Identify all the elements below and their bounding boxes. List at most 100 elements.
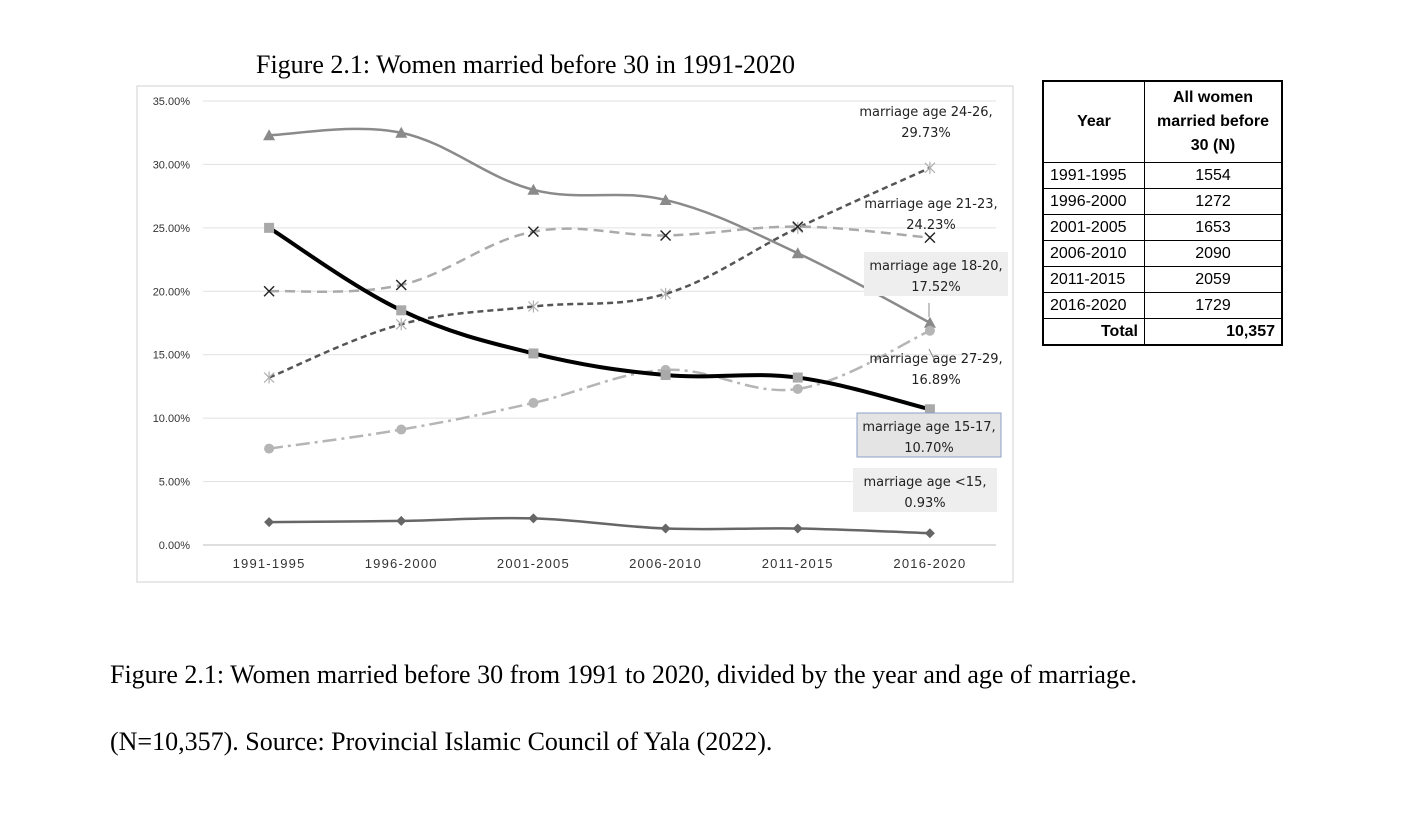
x-tick-label: 2001-2005 [497, 556, 570, 571]
data-point [527, 183, 540, 195]
data-point [263, 129, 276, 141]
table-header-row: Year All women married before 30 (N) [1042, 80, 1283, 163]
series-line [269, 516, 930, 535]
data-point [263, 371, 275, 384]
data-point [395, 126, 408, 138]
annotation-text: 16.89% [911, 373, 961, 388]
data-point [924, 404, 935, 415]
table-header-count: All women married before 30 (N) [1144, 80, 1283, 163]
data-point [924, 528, 935, 539]
table-body: 1991-1995 1554 1996-2000 1272 2001-2005 1653 2… [1042, 162, 1283, 319]
series-2 [263, 126, 936, 328]
series-4 [264, 222, 935, 415]
table-total-value: 10,357 [1144, 318, 1283, 346]
table-cell-count: 2090 [1144, 240, 1283, 267]
data-point [396, 515, 407, 526]
annotation-text: marriage age 21-23, [864, 197, 997, 212]
table-cell-year: 1991-1995 [1042, 162, 1145, 189]
series-line [269, 225, 931, 293]
x-tick-label: 2016-2020 [893, 556, 966, 571]
chart-frame [136, 85, 1014, 583]
table-header-year: Year [1042, 80, 1145, 163]
y-tick-label: 15.00% [153, 350, 191, 362]
annotation-text: 29.73% [901, 126, 951, 141]
table-cell-year: 2006-2010 [1042, 240, 1145, 267]
line-chart: Figure 2.1: Women married before 30 in 1… [136, 38, 1016, 584]
table-cell-count: 1554 [1144, 162, 1283, 189]
annotation-text: marriage age 27-29, [869, 352, 1002, 367]
y-tick-label: 5.00% [159, 477, 190, 489]
data-point [792, 221, 804, 233]
annotation-label: marriage age 15-17, 10.70% [856, 412, 1002, 458]
data-point [395, 318, 407, 331]
data-point [660, 370, 671, 381]
series-line [268, 226, 931, 412]
chart-title: Figure 2.1: Women married before 30 in 1… [256, 50, 795, 79]
table-cell-count: 1729 [1144, 292, 1283, 319]
x-tick-label: 1991-1995 [233, 556, 306, 571]
table-row: 1996-2000 1272 [1042, 188, 1283, 215]
annotation-text: marriage age 24-26, [859, 105, 992, 120]
data-point [923, 316, 936, 328]
figure-caption-line-1: Figure 2.1: Women married before 30 from… [110, 660, 1138, 689]
annotation-text: marriage age 18-20, [869, 259, 1002, 274]
data-point [264, 517, 275, 528]
data-point [528, 397, 539, 408]
data-point [659, 193, 672, 205]
table-cell-year: 2011-2015 [1042, 266, 1145, 293]
y-tick-label: 10.00% [153, 413, 191, 425]
annotation-text: 24.23% [906, 218, 956, 233]
table-total-label: Total [1042, 318, 1145, 346]
series-line [268, 329, 931, 450]
data-point [264, 443, 275, 454]
series-5 [264, 513, 935, 539]
data-point [264, 222, 275, 233]
table-cell-count: 2059 [1144, 266, 1283, 293]
data-point [528, 513, 539, 524]
y-tick-label: 25.00% [153, 223, 191, 235]
data-point [527, 226, 539, 238]
x-tick-label: 2006-2010 [629, 556, 702, 571]
data-point [395, 279, 407, 291]
data-point [924, 325, 935, 336]
data-point [791, 247, 804, 259]
table-row: 2006-2010 2090 [1042, 240, 1283, 267]
series-line [269, 127, 931, 324]
data-point [263, 285, 275, 297]
annotation-label: marriage age 18-20, 17.52% [864, 252, 1008, 317]
table-cell-count: 1272 [1144, 188, 1283, 215]
series-line [268, 166, 931, 379]
data-point [792, 523, 803, 534]
figure-caption-line-2: (N=10,357). Source: Provincial Islamic C… [110, 727, 773, 756]
annotation-text: 0.93% [904, 496, 945, 511]
data-point [660, 229, 672, 241]
data-point [660, 287, 672, 300]
table-cell-year: 2016-2020 [1042, 292, 1145, 319]
data-point [660, 523, 671, 534]
x-tick-label: 1996-2000 [365, 556, 438, 571]
y-tick-label: 30.00% [153, 159, 191, 171]
series-1 [263, 221, 936, 297]
table-row: 2016-2020 1729 [1042, 292, 1283, 319]
y-tick-label: 20.00% [153, 286, 191, 298]
table-row: 2001-2005 1653 [1042, 214, 1283, 241]
chart-canvas: Figure 2.1: Women married before 30 in 1… [136, 50, 1014, 583]
data-point [396, 424, 407, 435]
annotation-text: marriage age <15, [864, 475, 987, 490]
annotation-text: 10.70% [904, 441, 954, 456]
data-point [792, 383, 803, 394]
data-point [396, 305, 407, 316]
table-cell-year: 1996-2000 [1042, 188, 1145, 215]
annotation-label: marriage age 27-29, 16.89% [869, 348, 1003, 388]
data-point [924, 161, 936, 174]
y-tick-label: 35.00% [153, 96, 191, 108]
annotation-label: marriage age 21-23, 24.23% [864, 197, 997, 233]
series-0 [263, 161, 936, 384]
annotation-label: marriage age <15, 0.93% [853, 468, 997, 512]
annotation-text: 17.52% [911, 280, 961, 295]
annotation-label: marriage age 24-26, 29.73% [859, 105, 992, 141]
annotation-text: marriage age 15-17, [862, 420, 995, 435]
data-table: Year All women married before 30 (N) 199… [1042, 80, 1283, 346]
table-cell-year: 2001-2005 [1042, 214, 1145, 241]
data-point [527, 300, 539, 313]
